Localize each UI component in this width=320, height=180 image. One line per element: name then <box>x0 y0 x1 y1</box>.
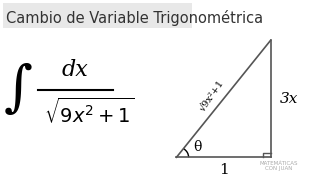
Text: MATEMÁTICAS
CON JUAN: MATEMÁTICAS CON JUAN <box>260 161 298 172</box>
Text: dx: dx <box>61 59 88 81</box>
FancyBboxPatch shape <box>4 3 192 28</box>
Text: √9x²+1: √9x²+1 <box>197 78 225 113</box>
Text: θ: θ <box>194 140 202 154</box>
Text: ∫: ∫ <box>4 63 33 117</box>
Text: Cambio de Variable Trigonométrica: Cambio de Variable Trigonométrica <box>6 10 264 26</box>
Text: $\sqrt{9x^2+1}$: $\sqrt{9x^2+1}$ <box>44 97 135 127</box>
Text: 1: 1 <box>219 163 228 177</box>
Text: 3x: 3x <box>280 92 298 106</box>
